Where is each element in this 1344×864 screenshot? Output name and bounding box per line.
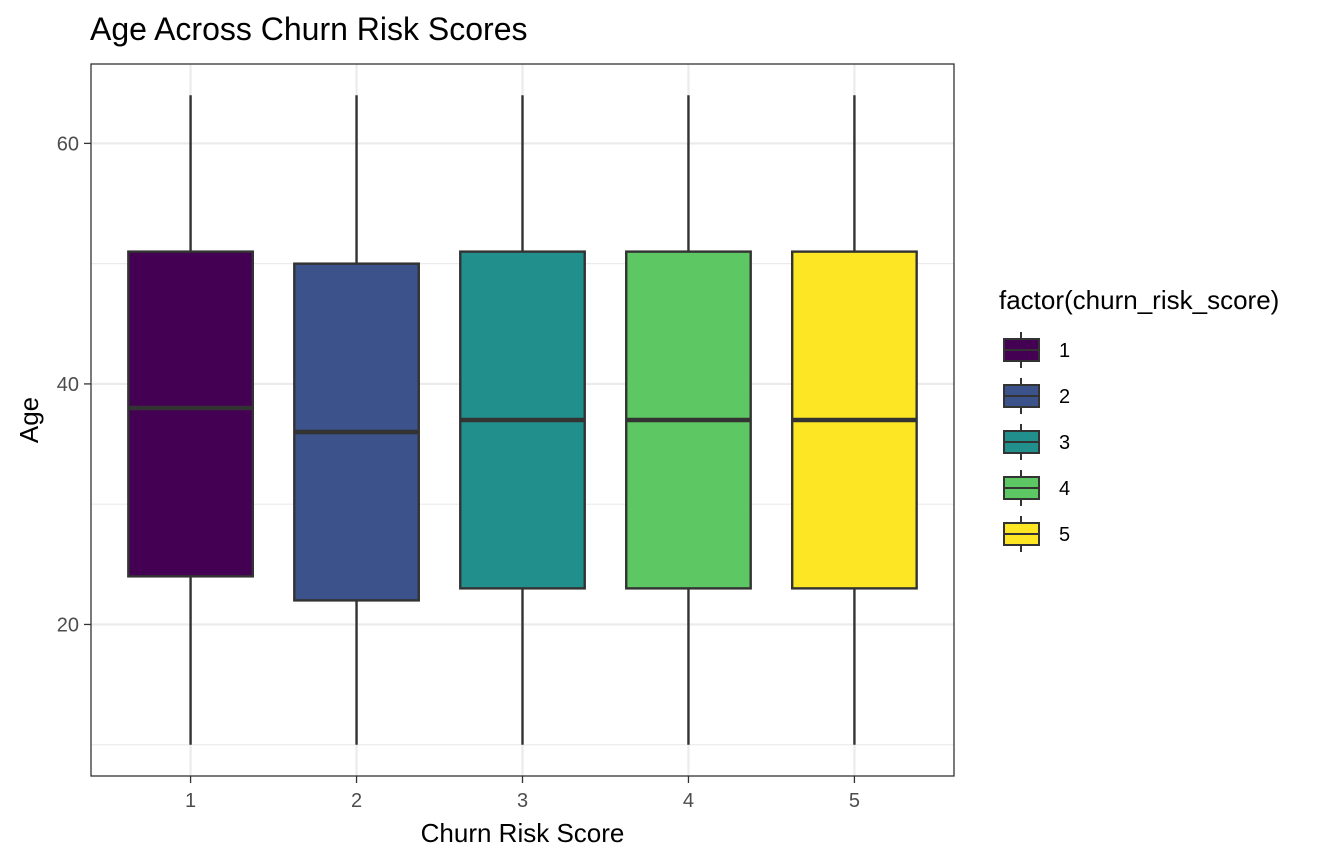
x-tick-label: 2 [351,790,362,812]
x-tick-label: 5 [849,790,860,812]
box-2 [293,95,420,745]
legend-label: 1 [1059,340,1070,362]
y-axis: 20 40 60 [57,133,91,636]
x-axis: 1 2 3 4 5 [185,776,860,812]
x-tick-label: 1 [185,790,196,812]
legend-keys: 1 2 3 4 5 [1003,332,1070,552]
box-3 [459,95,586,745]
legend-key-2: 2 [1003,378,1070,414]
box-1 [127,95,255,745]
y-axis-title: Age [14,397,44,443]
x-axis-title: Churn Risk Score [421,818,625,848]
y-tick-label: 20 [57,614,79,636]
legend-key-3: 3 [1003,424,1070,460]
legend-key-1: 1 [1003,332,1070,368]
box-series [127,95,918,745]
legend-label: 2 [1059,386,1070,408]
legend-label: 5 [1059,524,1070,546]
legend-key-5: 5 [1003,516,1070,552]
y-tick-label: 60 [57,133,79,155]
legend: factor(churn_risk_score) 1 2 3 4 5 [999,285,1279,552]
box-body [127,250,255,578]
chart-title: Age Across Churn Risk Scores [90,11,528,47]
legend-label: 3 [1059,432,1070,454]
y-tick-label: 40 [57,374,79,396]
box-5 [790,95,918,745]
box-4 [625,95,752,745]
legend-key-4: 4 [1003,470,1070,506]
x-tick-label: 4 [683,790,694,812]
legend-title: factor(churn_risk_score) [999,285,1279,315]
x-tick-label: 3 [517,790,528,812]
legend-label: 4 [1059,478,1070,500]
